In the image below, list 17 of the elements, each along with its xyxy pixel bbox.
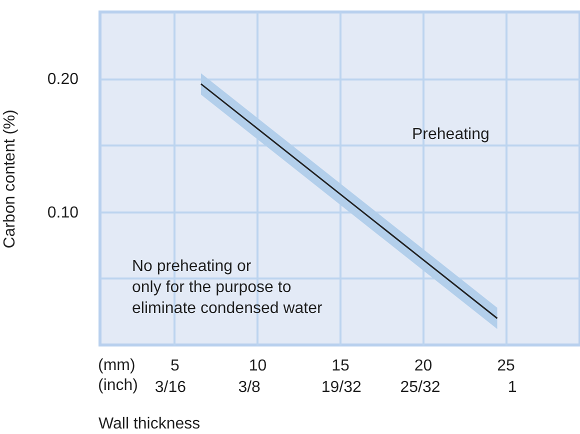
x2-tick-label: 3/8 <box>238 379 261 396</box>
y-tick-label: 0.10 <box>47 204 79 222</box>
x2-tick-label: 3/16 <box>154 379 186 396</box>
x-tick-label: 15 <box>332 358 350 374</box>
x-tick-label: 25 <box>497 358 516 374</box>
x2-tick-label: 1 <box>508 379 517 396</box>
text: (mm) (inch) <box>98 357 138 394</box>
x-tick-label: 10 <box>248 358 267 374</box>
y-axis-title: Carbon content (%) <box>1 110 18 248</box>
annotation: No preheating or only for the purpose to eliminate condensed water <box>132 258 324 317</box>
x2-tick-label: 25/32 <box>400 379 440 396</box>
x-tick-label: 20 <box>414 358 432 374</box>
x-axis-title: Wall thickness <box>98 416 200 432</box>
annotation: Preheating <box>412 126 490 143</box>
x-tick-label: 5 <box>170 358 180 374</box>
x2-tick-label: 19/32 <box>321 379 362 396</box>
y-tick-label: 0.20 <box>47 71 79 88</box>
